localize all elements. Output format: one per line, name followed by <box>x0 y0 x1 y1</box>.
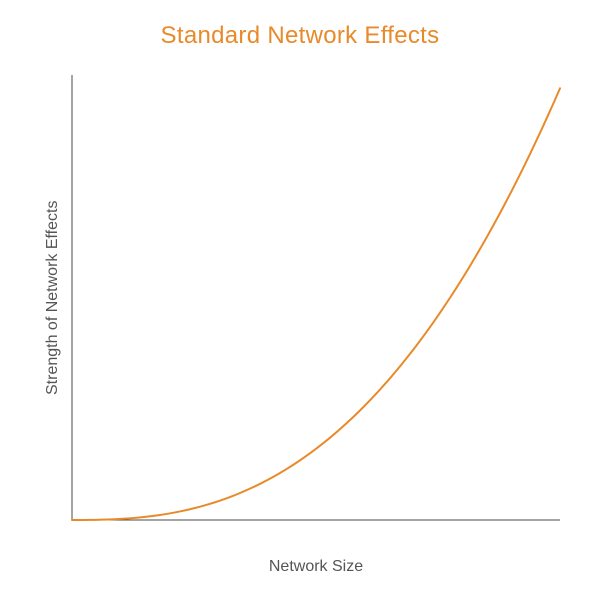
chart-svg <box>0 0 600 600</box>
chart-container: Standard Network Effects Strength of Net… <box>0 0 600 600</box>
network-effects-curve <box>72 88 560 520</box>
